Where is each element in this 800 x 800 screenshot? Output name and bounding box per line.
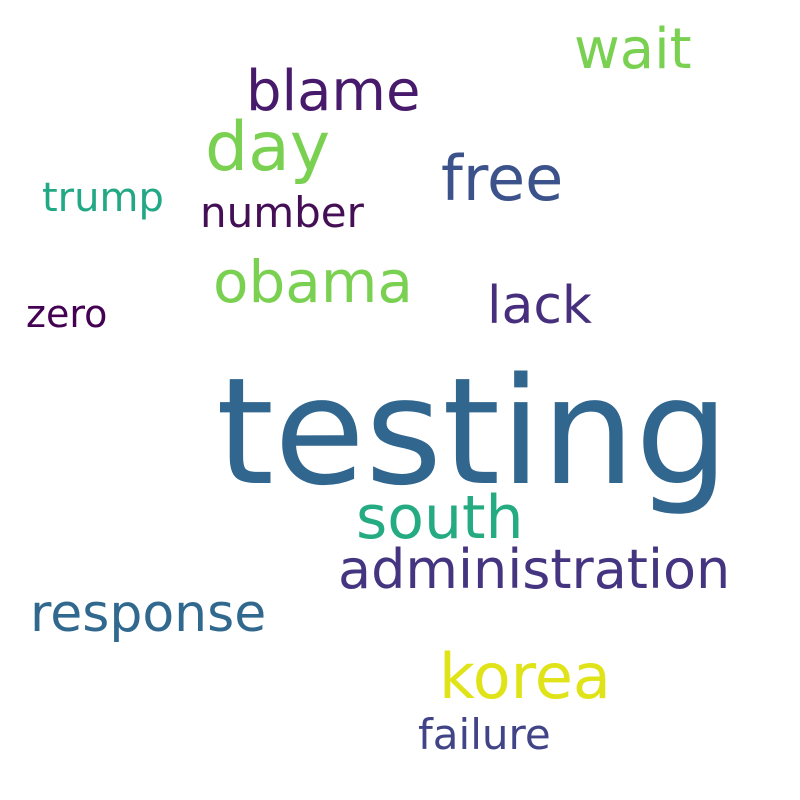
word-response: response <box>30 584 267 644</box>
word-korea: korea <box>439 640 611 713</box>
word-obama: obama <box>213 248 413 316</box>
word-south: south <box>356 483 524 553</box>
word-number: number <box>200 188 364 237</box>
word-free: free <box>441 142 564 215</box>
word-failure: failure <box>418 710 551 759</box>
word-wait: wait <box>574 17 692 82</box>
word-administration: administration <box>338 538 731 601</box>
word-blame: blame <box>246 59 421 124</box>
word-trump: trump <box>42 175 164 221</box>
word-lack: lack <box>487 276 593 336</box>
word-zero: zero <box>26 292 108 336</box>
word-testing: testing <box>216 346 730 518</box>
word-day: day <box>205 108 331 187</box>
